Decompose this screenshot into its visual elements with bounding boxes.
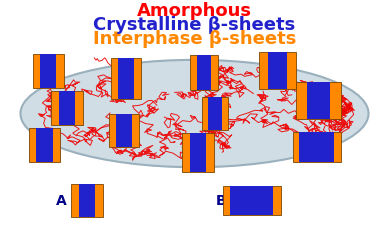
Bar — [307, 82, 330, 119]
Bar — [296, 82, 341, 119]
Bar — [223, 186, 280, 215]
Ellipse shape — [21, 60, 368, 167]
Bar — [208, 97, 222, 130]
Bar — [182, 133, 214, 172]
Bar — [109, 114, 139, 147]
Bar — [29, 128, 60, 162]
Bar — [40, 54, 56, 88]
Bar — [190, 55, 217, 90]
Bar — [59, 91, 75, 125]
Text: Amorphous: Amorphous — [137, 2, 252, 20]
Bar — [300, 132, 334, 162]
Bar — [118, 58, 134, 99]
Text: Crystalline β-sheets: Crystalline β-sheets — [93, 16, 296, 34]
Text: A: A — [56, 194, 67, 207]
Bar — [116, 114, 132, 147]
Bar — [196, 55, 211, 90]
Bar — [202, 97, 228, 130]
Bar — [190, 133, 207, 172]
Bar — [33, 54, 64, 88]
Bar — [51, 91, 82, 125]
Bar — [72, 184, 103, 217]
Bar — [268, 52, 287, 90]
Text: B: B — [216, 194, 226, 207]
Bar — [111, 58, 141, 99]
Bar — [79, 184, 95, 217]
Bar — [259, 52, 296, 90]
Text: Interphase β-sheets: Interphase β-sheets — [93, 30, 296, 48]
Bar — [293, 132, 341, 162]
Bar — [230, 186, 273, 215]
Bar — [37, 128, 53, 162]
